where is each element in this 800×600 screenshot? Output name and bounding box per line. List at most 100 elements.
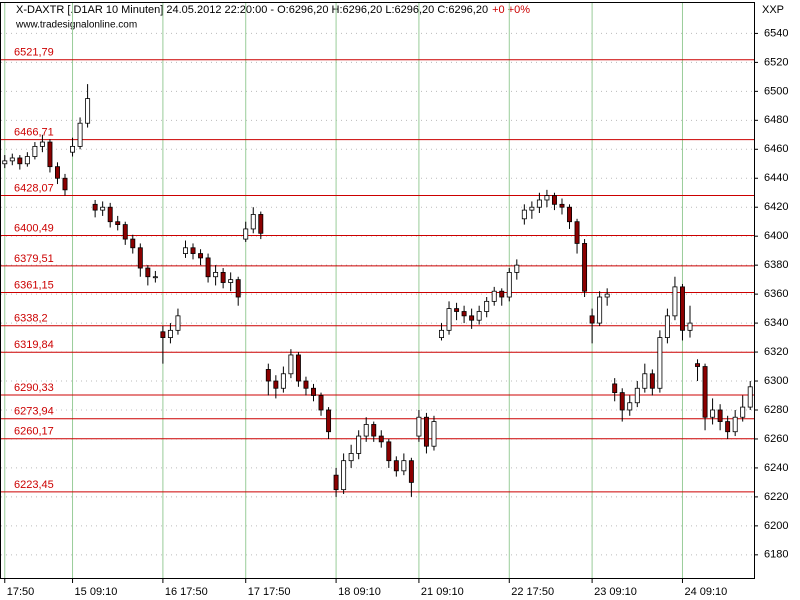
candle-body [288,354,294,375]
candle-body [243,228,249,240]
y-tick-label: 6460 [764,143,788,155]
candle-body [250,214,256,230]
candle-body [356,435,362,454]
candle-body [190,247,196,254]
candle-body [401,460,407,472]
candle-body [32,145,38,157]
candle-body [160,331,166,338]
candle-body [612,383,618,394]
candle-body [446,308,452,331]
candle-body [348,453,354,462]
level-label: 6273,94 [14,406,54,418]
candle-body [469,315,475,321]
candle-body [235,279,241,298]
candle-body [17,157,23,165]
x-tick-label: 18 09:10 [338,586,381,598]
x-tick-label: 22 17:50 [511,586,554,598]
candle-body [55,166,60,179]
candle-body [2,160,8,165]
candle-body [627,402,633,411]
y-tick-label: 6400 [764,230,788,242]
candle-body [303,380,309,389]
y-tick-label: 6200 [764,520,788,532]
y-tick-label: 6240 [764,462,788,474]
candle-body [506,271,512,298]
title-text: X-DAXTR [.D1AR 10 Minuten] 24.05.2012 22… [16,4,488,16]
candle-body [47,141,53,168]
y-tick-label: 6420 [764,201,788,213]
candle-body [280,373,286,389]
candle-body [725,421,731,433]
candle-body [167,329,173,338]
candle-body [70,145,76,153]
candle-body [39,141,45,147]
candle-body [295,354,301,382]
candle-body [567,206,572,223]
candle-body [664,315,670,338]
level-label: 6223,45 [14,479,54,491]
candle-body [702,366,708,418]
candle-body [559,203,565,208]
y-tick-label: 6320 [764,346,788,358]
candle-body [258,214,264,234]
level-label: 6338,2 [14,313,48,325]
y-tick-label: 6280 [764,404,788,416]
level-label: 6319,84 [14,339,54,351]
candle-body [695,363,700,367]
candle-body [326,409,332,433]
candle-body [175,315,181,331]
x-tick-label: 17:50 [7,586,35,598]
candle-body [130,238,136,249]
candle-body [529,206,535,211]
y-tick-label: 6540 [764,27,788,39]
level-label: 6361,15 [14,279,54,291]
x-tick-label: 21 09:10 [421,586,464,598]
y-tick-label: 6480 [764,114,788,126]
y-tick-label: 6360 [764,288,788,300]
candle-body [574,221,580,244]
candle-body [514,264,520,273]
chart-title: X-DAXTR [.D1AR 10 Minuten] 24.05.2012 22… [16,4,530,16]
candle-body [634,387,640,404]
watermark: www.tradesignalonline.com [15,20,137,31]
level-label: 6466,71 [14,126,54,138]
candle-body [9,157,15,162]
candle-body [484,300,490,312]
candle-body [265,369,271,382]
candle-body [423,416,429,447]
candle-body [333,474,339,491]
candle-body [604,293,610,298]
candle-body [461,311,467,317]
candle-body [378,435,384,443]
candle-body [536,199,542,208]
x-tick-label: 24 09:10 [684,586,727,598]
candle-body [589,315,595,324]
y-tick-label: 6260 [764,433,788,445]
candle-body [137,247,143,269]
candle-body [318,395,324,411]
candle-body [551,195,557,205]
plot-frame [0,2,755,579]
candle-body [544,195,550,201]
y-tick-label: 6300 [764,375,788,387]
candle-body [439,329,444,338]
candle-body [476,311,482,321]
candle-body [393,460,399,472]
y-tick-label: 6440 [764,172,788,184]
candle-body [183,247,188,254]
candle-body [672,286,678,317]
candle-body [740,406,746,418]
y-tick-label: 6500 [764,85,788,97]
level-label: 6428,07 [14,182,54,194]
level-label: 6260,17 [14,426,54,438]
candle-body [122,224,128,240]
level-label: 6521,79 [14,47,54,59]
candle-body [228,279,234,283]
candle-body [100,206,106,211]
level-label: 6290,33 [14,382,54,394]
y-tick-label: 6180 [764,549,788,561]
candle-body [386,441,392,462]
candle-body [416,416,422,437]
candle-body [649,373,655,389]
candle-body [499,290,505,298]
